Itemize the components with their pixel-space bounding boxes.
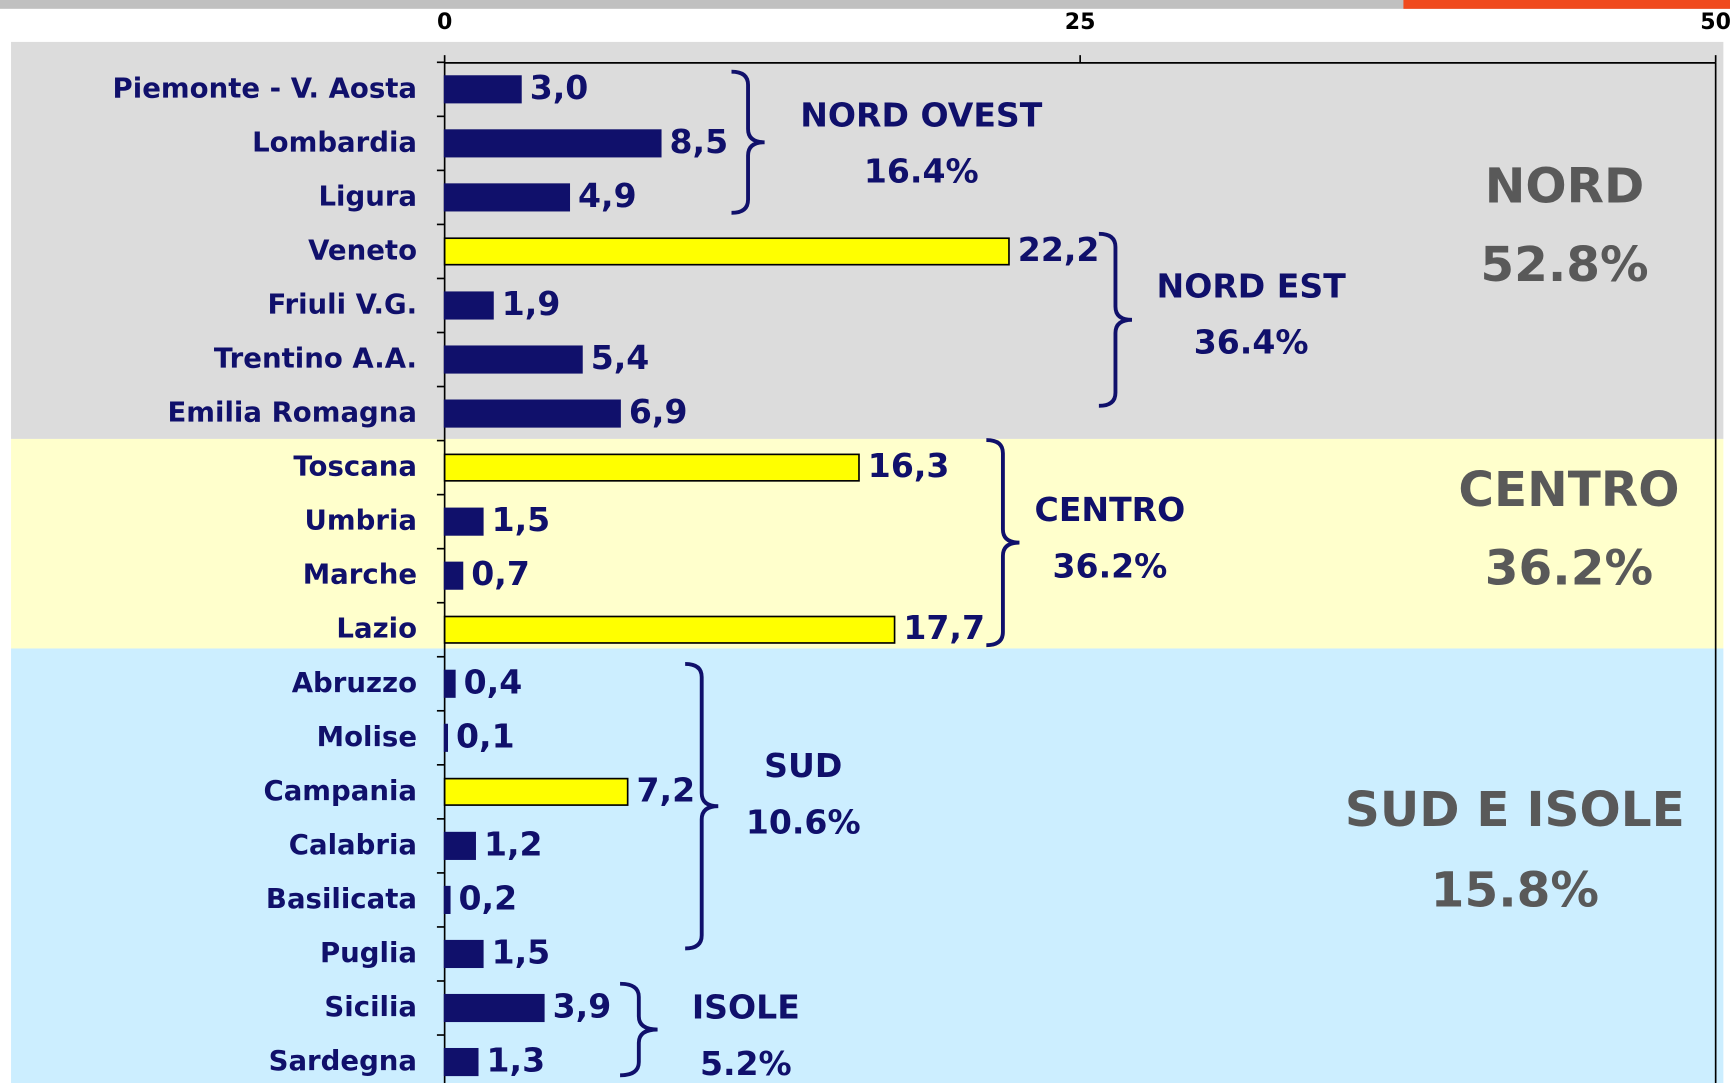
- group-label: 5.2%: [700, 1044, 792, 1083]
- group-label: SUD: [764, 746, 842, 785]
- category-label: Molise: [317, 720, 417, 753]
- bar: [443, 615, 896, 644]
- value-label: 3,0: [530, 68, 589, 107]
- category-label: Lazio: [336, 612, 417, 645]
- category-label: Sardegna: [269, 1044, 417, 1077]
- value-label: 7,2: [636, 770, 695, 809]
- value-label: 1,5: [492, 932, 551, 971]
- x-tick-label: 50: [1700, 10, 1730, 35]
- group-label: NORD OVEST: [800, 95, 1043, 134]
- category-label: Calabria: [289, 828, 417, 861]
- bar: [443, 237, 1010, 266]
- value-label: 16,3: [868, 446, 950, 485]
- category-label: Marche: [303, 558, 417, 591]
- bar: [443, 291, 494, 320]
- bar: [443, 669, 456, 698]
- bar: [443, 939, 484, 969]
- bar: [443, 1047, 479, 1077]
- value-label: 1,2: [484, 824, 543, 863]
- category-label: Veneto: [308, 233, 417, 266]
- bar: [443, 345, 583, 374]
- brace: [731, 69, 765, 215]
- category-label: Piemonte - V. Aosta: [113, 71, 417, 104]
- x-tick-label: 25: [1065, 10, 1096, 35]
- value-label: 4,9: [578, 176, 637, 215]
- brace: [685, 661, 719, 951]
- value-label: 5,4: [591, 338, 650, 377]
- bar: [443, 777, 629, 806]
- brace: [620, 981, 658, 1078]
- category-label: Sicilia: [324, 990, 417, 1023]
- bar: [443, 993, 545, 1023]
- value-label: 6,9: [629, 392, 688, 431]
- group-label: NORD EST: [1157, 266, 1347, 305]
- category-label: Friuli V.G.: [267, 287, 417, 320]
- category-label: Toscana: [293, 450, 417, 483]
- value-label: 8,5: [670, 122, 729, 161]
- value-label: 1,5: [492, 500, 551, 539]
- bar: [443, 399, 621, 428]
- category-label: Lombardia: [252, 125, 417, 158]
- region-label: NORD: [1485, 159, 1645, 215]
- group-label: 36.4%: [1194, 323, 1309, 362]
- value-label: 1,3: [487, 1041, 546, 1080]
- category-label: Trentino A.A.: [214, 342, 417, 375]
- category-label: Ligura: [318, 179, 417, 212]
- x-tick-label: 0: [437, 10, 452, 35]
- group-label: CENTRO: [1035, 490, 1186, 529]
- bar: [443, 183, 571, 212]
- bar: [443, 129, 662, 158]
- region-label: 36.2%: [1485, 540, 1653, 596]
- category-label: Basilicata: [266, 882, 417, 915]
- brace: [986, 438, 1020, 648]
- value-label: 3,9: [553, 987, 612, 1026]
- category-label: Campania: [263, 774, 417, 807]
- region-label: SUD E ISOLE: [1345, 782, 1685, 838]
- group-label: 36.2%: [1053, 546, 1168, 585]
- group-label: ISOLE: [692, 988, 800, 1027]
- region-label: 15.8%: [1431, 862, 1599, 918]
- band-centro: [11, 438, 1724, 649]
- value-label: 17,7: [903, 608, 985, 647]
- bar: [443, 831, 476, 860]
- category-label: Umbria: [305, 504, 418, 537]
- top-accent: [1403, 0, 1730, 9]
- value-label: 1,9: [502, 284, 561, 323]
- category-label: Emilia Romagna: [167, 396, 417, 429]
- top-bar: [0, 0, 1730, 9]
- bar: [443, 507, 484, 536]
- value-label: 0,2: [459, 878, 518, 917]
- value-label: 22,2: [1018, 230, 1100, 269]
- region-label: 52.8%: [1480, 237, 1648, 293]
- band-sud: [11, 648, 1724, 1083]
- category-label: Abruzzo: [292, 666, 417, 699]
- value-label: 0,7: [471, 554, 530, 593]
- brace: [1098, 231, 1133, 408]
- region-label: CENTRO: [1458, 462, 1679, 518]
- value-label: 0,1: [456, 716, 515, 755]
- bar: [443, 75, 522, 104]
- bar: [443, 561, 464, 590]
- bar: [443, 453, 860, 482]
- value-label: 0,4: [464, 662, 523, 701]
- bar: [443, 723, 449, 752]
- group-label: 10.6%: [746, 802, 861, 841]
- group-label: 16.4%: [864, 152, 979, 191]
- category-label: Puglia: [320, 936, 417, 969]
- bar: [443, 885, 451, 914]
